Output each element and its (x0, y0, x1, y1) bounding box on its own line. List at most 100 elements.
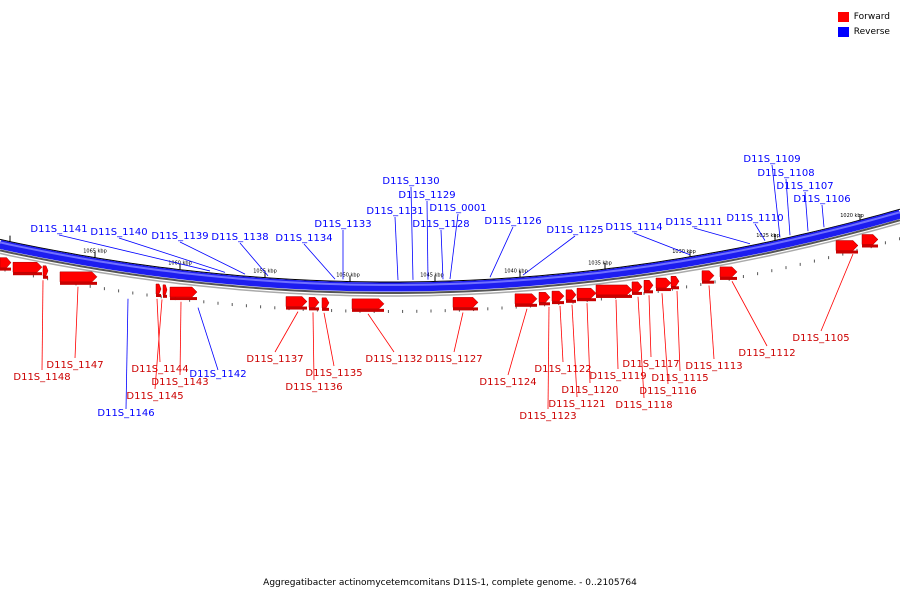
forward-gene-label: D11S_1118 (615, 400, 672, 411)
forward-gene-leader (74, 286, 79, 359)
forward-gene-arrow (655, 277, 672, 289)
reverse-gene-label: D11S_1140 (90, 227, 147, 238)
reverse-strand-band (0, 209, 900, 292)
reverse-gene-leader (771, 164, 781, 238)
forward-gene-arrow-shadow (836, 250, 858, 254)
forward-gene-label: D11S_1115 (651, 373, 708, 384)
reverse-gene-leader (58, 234, 211, 272)
forward-gene-leader (453, 312, 464, 353)
reverse-gene-label: D11S_1107 (776, 181, 833, 192)
forward-gene-leader (648, 295, 652, 358)
forward-gene-arrow-shadow (60, 281, 97, 285)
forward-gene-arrow-shadow (671, 286, 679, 290)
forward-gene-label: D11S_1121 (548, 399, 605, 410)
reverse-gene-leader (693, 227, 751, 245)
forward-gene-arrow-shadow (702, 280, 714, 284)
forward-gene-label: D11S_1132 (365, 354, 422, 365)
forward-gene-leader (507, 308, 528, 376)
reverse-gene-leader (804, 191, 809, 232)
scale-label: 1050 kbp (336, 273, 360, 279)
reverse-gene-leader (179, 241, 246, 275)
forward-gene-label: D11S_1135 (305, 368, 362, 379)
forward-gene-label: D11S_1112 (738, 348, 795, 359)
forward-gene-arrow (452, 297, 479, 308)
forward-gene-arrow (0, 257, 12, 268)
reverse-gene-label: D11S_1129 (398, 190, 455, 201)
reverse-gene-label: D11S_1141 (30, 224, 87, 235)
forward-gene-label: D11S_1105 (792, 333, 849, 344)
reverse-gene-label: D11S_0001 (429, 203, 486, 214)
forward-gene-arrow-shadow (596, 294, 632, 298)
forward-gene-leader (312, 312, 315, 381)
forward-gene-arrow (701, 270, 715, 281)
forward-gene-arrow-shadow (322, 307, 329, 311)
reverse-gene-leader (821, 204, 825, 228)
forward-gene-leader (323, 312, 335, 367)
scale-label: 1065 kbp (83, 249, 107, 255)
forward-gene-leader (676, 290, 681, 372)
forward-gene-label: D11S_1116 (639, 386, 696, 397)
forward-gene-arrow (719, 266, 738, 278)
reverse-gene-leader (522, 235, 576, 276)
forward-gene-arrow (551, 290, 565, 302)
forward-gene-label: D11S_1120 (561, 385, 618, 396)
forward-gene-arrow (595, 284, 633, 296)
forward-gene-label: D11S_1144 (131, 364, 188, 375)
reverse-gene-label: D11S_1130 (382, 176, 439, 187)
forward-gene-label: D11S_1124 (479, 377, 536, 388)
genome-caption: Aggregatibacter actinomycetemcomitans D1… (263, 578, 637, 588)
forward-gene-leader (41, 280, 44, 371)
reverse-gene-leader (440, 229, 444, 280)
forward-gene-label: D11S_1119 (589, 371, 646, 382)
forward-gene-label: D11S_1122 (534, 364, 591, 375)
scale-label: 1045 kbp (420, 273, 444, 279)
legend-reverse: Reverse (837, 24, 890, 39)
forward-gene-leader (731, 281, 768, 347)
forward-gene-label: D11S_1145 (126, 391, 183, 402)
forward-gene-leader (367, 313, 395, 353)
reverse-gene-label: D11S_1125 (546, 225, 603, 236)
forward-gene-leader (154, 299, 163, 390)
forward-gene-arrow (59, 271, 98, 283)
reverse-gene-label: D11S_1131 (366, 206, 423, 217)
forward-gene-arrow-shadow (156, 293, 161, 297)
forward-gene-arrow-shadow (539, 302, 550, 306)
forward-gene-arrow (162, 284, 168, 296)
reverse-gene-leader (754, 223, 766, 241)
reverse-strand-highlight (0, 211, 900, 286)
scale-label: 1055 kbp (253, 269, 277, 275)
forward-gene-arrow (12, 261, 43, 273)
forward-gene-arrow-shadow (453, 307, 478, 311)
reverse-gene-label: D11S_1106 (793, 194, 850, 205)
reverse-gene-label: D11S_1146 (97, 408, 154, 419)
forward-gene-arrow-shadow (656, 288, 671, 292)
forward-gene-label: D11S_1113 (685, 361, 742, 372)
forward-gene-arrow (351, 298, 385, 310)
forward-gene-leader (661, 293, 669, 385)
reverse-swatch (837, 26, 849, 37)
forward-gene-leader (571, 304, 578, 398)
forward-gene-arrow (835, 240, 859, 251)
reverse-gene-leader (125, 298, 129, 410)
forward-gene-leader (586, 303, 591, 384)
reverse-gene-label: D11S_1134 (275, 233, 332, 244)
forward-gene-arrow (285, 296, 308, 307)
reverse-gene-label: D11S_1139 (151, 231, 208, 242)
reverse-gene-leader (785, 178, 791, 236)
backbone-outline-top (0, 208, 900, 283)
reverse-gene-label: D11S_1128 (412, 219, 469, 230)
forward-gene-arrow (631, 281, 643, 293)
backbone-shadow (0, 222, 900, 297)
reverse-gene-leader (633, 232, 691, 256)
reverse-gene-leader (239, 242, 269, 277)
forward-gene-label: D11S_1137 (246, 354, 303, 365)
forward-gene-arrow-shadow (644, 290, 653, 294)
reverse-gene-label: D11S_1111 (665, 217, 722, 228)
reverse-gene-label: D11S_1109 (743, 154, 800, 165)
forward-gene-leader (559, 305, 564, 363)
backbone-line (0, 219, 900, 294)
forward-gene-leader (708, 285, 715, 360)
forward-gene-leader (179, 301, 182, 376)
reverse-gene-leader (303, 243, 336, 280)
